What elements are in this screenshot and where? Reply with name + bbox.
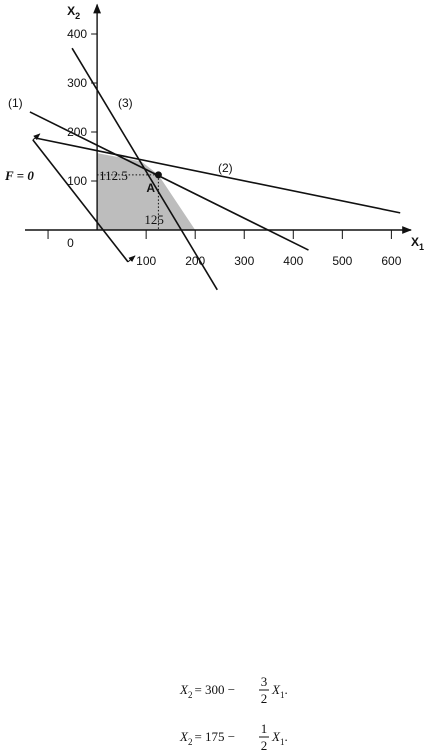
eq-end: .	[284, 729, 287, 744]
constraint-line	[29, 111, 309, 251]
eq-den: 2	[261, 691, 268, 706]
objective-arrow	[127, 255, 136, 263]
x-axis-label-main: X	[411, 235, 419, 249]
eq-lhs-sub: 2	[188, 737, 193, 747]
y-axis-label-sub: 2	[75, 11, 80, 21]
constraint-line	[71, 47, 218, 291]
x-tick-label: 400	[283, 254, 303, 268]
eq-rhs: = 300 −	[194, 682, 235, 697]
eq-num: 3	[261, 674, 268, 689]
eq-var-sub: 1	[280, 737, 285, 747]
constraint-line	[34, 137, 401, 214]
x-axis-label-sub: 1	[419, 242, 424, 252]
y-axis-label-main: X	[67, 4, 75, 18]
constraint-label: (2)	[218, 161, 233, 175]
optimum-point	[154, 171, 162, 179]
objective-line	[32, 139, 129, 263]
equation-tail: X1.	[271, 729, 288, 747]
x-tick-label: 100	[136, 254, 156, 268]
eq-end: .	[284, 682, 287, 697]
x-tick-label: 300	[234, 254, 254, 268]
x-tick-label: 200	[185, 254, 205, 268]
eq-lhs: X	[179, 682, 189, 697]
y-tick-label: 400	[67, 27, 87, 41]
eq-var: X	[271, 682, 281, 697]
origin-label: 0	[67, 236, 74, 250]
eq-lhs-sub: 2	[188, 690, 193, 700]
constraint-label: (1)	[8, 96, 23, 110]
point-label: A	[146, 181, 155, 195]
y-axis-label: X2	[67, 4, 80, 21]
objective-label: F = 0	[4, 168, 34, 183]
eq-var-sub: 1	[280, 690, 285, 700]
eq-num: 1	[261, 721, 268, 736]
point-y-label: 112.5	[99, 168, 128, 183]
y-tick-label: 100	[67, 174, 87, 188]
eq-rhs: = 175 −	[194, 729, 235, 744]
objective-arrow	[32, 133, 41, 141]
equation: X2 = 175 −	[179, 729, 235, 747]
x-tick-label: 600	[381, 254, 401, 268]
x-tick-label: 500	[332, 254, 352, 268]
constraint-label: (3)	[118, 96, 133, 110]
eq-lhs: X	[179, 729, 189, 744]
point-x-label: 125	[144, 212, 164, 227]
y-tick-label: 200	[67, 125, 87, 139]
eq-var: X	[271, 729, 281, 744]
eq-den: 2	[261, 738, 268, 753]
y-tick-label: 300	[67, 76, 87, 90]
equation-tail: X1.	[271, 682, 288, 700]
equation: X2 = 300 −	[179, 682, 235, 700]
x-axis-label: X1	[411, 235, 424, 252]
